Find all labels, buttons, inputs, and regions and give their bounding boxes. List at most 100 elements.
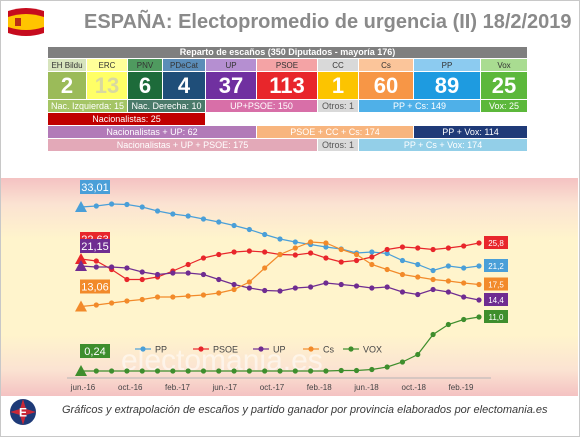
data-point-cs [231, 286, 237, 293]
bloc-pp-vox: PP + Vox: 114 [414, 126, 528, 138]
data-point-cs [292, 245, 298, 251]
legend-item-up: UP [253, 345, 286, 355]
data-point-psoe [353, 257, 360, 264]
data-point-vox [369, 366, 375, 373]
svg-text:25,8: 25,8 [488, 239, 504, 248]
data-point-vox [338, 367, 344, 374]
party-name-cell: PNV [128, 59, 162, 71]
party-name-cell: Cs [359, 59, 413, 71]
svg-text:11,0: 11,0 [489, 313, 505, 322]
data-point-cs [353, 251, 360, 258]
data-point-up [262, 287, 268, 294]
data-point-cs [93, 302, 99, 308]
end-label-cs: 17,5 [484, 277, 508, 291]
end-label-psoe: 25,8 [484, 236, 508, 249]
data-point-vox [216, 368, 222, 374]
start-label-cs: 13,06 [80, 279, 110, 294]
data-point-vox [461, 316, 467, 323]
data-point-pp [415, 261, 421, 268]
data-point-up [200, 271, 207, 278]
data-point-vox [476, 314, 482, 320]
data-point-psoe [231, 249, 237, 255]
x-tick-label: jun.-18 [353, 383, 379, 392]
data-point-pp [476, 263, 482, 269]
start-marker-pp [75, 201, 87, 212]
party-seats-cell: 60 [359, 72, 413, 99]
data-point-psoe [384, 246, 390, 253]
party-seats-cell: 4 [163, 72, 205, 99]
data-point-cs [262, 265, 268, 271]
party-name-cell: EH Bildu [48, 59, 86, 71]
data-point-vox [200, 368, 207, 374]
data-point-pp [185, 213, 191, 219]
data-point-psoe [415, 245, 421, 251]
data-point-cs [170, 294, 176, 300]
data-point-up [338, 281, 344, 288]
poll-trend-chart: electomania.es 33,0121,222,6325,821,1514… [1, 178, 578, 396]
data-point-cs [461, 280, 467, 286]
data-point-up [139, 269, 145, 275]
data-point-up [109, 264, 115, 270]
bloc-nac-izquierda: Nac. Izquierda: 15 [48, 100, 127, 112]
data-point-psoe [292, 252, 298, 258]
legend-item-psoe: PSOE [193, 345, 238, 355]
data-point-pp [323, 244, 329, 250]
data-point-pp [170, 211, 176, 217]
data-point-up [154, 271, 161, 278]
data-point-pp [246, 226, 252, 233]
svg-text:VOX: VOX [363, 345, 382, 355]
legend-item-vox: VOX [343, 345, 382, 355]
bloc-otros-1: Otros: 1 [318, 100, 358, 112]
data-point-psoe [185, 261, 191, 268]
bloc-vox: Vox: 25 [481, 100, 528, 112]
party-seats-cell: 2 [48, 72, 86, 99]
x-tick-label: jun.-16 [70, 383, 96, 392]
footer-credit: Gráficos y extrapolación de escaños y pa… [62, 404, 548, 416]
data-point-pp [399, 257, 406, 264]
data-point-cs [277, 251, 283, 258]
data-point-psoe [445, 245, 451, 251]
data-point-cs [323, 240, 329, 246]
bloc-nacionalistas: Nacionalistas: 25 [48, 113, 205, 125]
data-point-up [185, 270, 191, 276]
bloc-otros-2: Otros: 1 [318, 139, 358, 151]
data-point-vox [231, 368, 237, 374]
table-header: Reparto de escaños (350 Diputados - mayo… [48, 47, 528, 58]
bloc-nacionalistas-up-psoe: Nacionalistas + UP + PSOE: 175 [48, 139, 317, 151]
data-point-cs [109, 300, 115, 306]
data-point-pp [216, 219, 222, 225]
data-point-psoe [246, 248, 252, 254]
party-seats-cell: 13 [87, 72, 127, 99]
data-point-psoe [200, 255, 207, 261]
data-point-vox [292, 368, 298, 374]
data-point-cs [308, 239, 314, 245]
party-name-cell: UP [206, 59, 256, 71]
svg-text:UP: UP [273, 345, 286, 355]
data-point-vox [246, 368, 252, 374]
data-point-psoe [139, 276, 145, 283]
data-point-cs [415, 274, 421, 280]
data-point-cs [399, 271, 406, 278]
data-point-up [461, 294, 467, 300]
data-point-up [415, 291, 421, 298]
data-point-pp [384, 250, 390, 257]
data-point-vox [399, 359, 406, 365]
party-name-cell: CC [318, 59, 358, 71]
bloc-psoe-cc-cs: PSOE + CC + Cs: 174 [257, 126, 413, 138]
party-name-cell: Vox [481, 59, 528, 71]
data-point-vox [139, 368, 145, 374]
data-point-cs [200, 292, 207, 298]
party-seats-cell: 1 [318, 72, 358, 99]
data-point-cs [154, 294, 161, 300]
data-point-up [216, 276, 222, 283]
svg-text:33,01: 33,01 [81, 182, 109, 194]
data-point-up [399, 289, 406, 295]
party-name-cell: PDeCat [163, 59, 205, 71]
data-point-up [170, 270, 176, 276]
party-name-cell: ERC [87, 59, 127, 71]
bloc-nacionalistas-up: Nacionalistas + UP: 62 [48, 126, 256, 138]
data-point-pp [93, 203, 99, 209]
data-point-cs [384, 266, 390, 273]
start-marker-psoe [75, 253, 87, 264]
start-marker-up [75, 260, 87, 271]
